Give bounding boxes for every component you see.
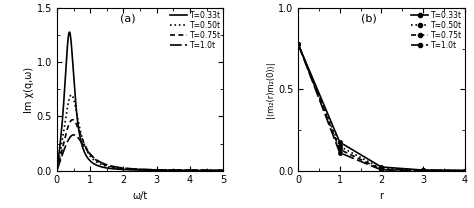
X-axis label: ω/t: ω/t: [132, 191, 148, 201]
Text: (a): (a): [120, 13, 136, 23]
Y-axis label: Im χ(q,ω): Im χ(q,ω): [24, 66, 34, 113]
Text: (b): (b): [361, 13, 377, 23]
Legend: T=0.33t, T=0.50t, T=0.75t, T=1.0t: T=0.33t, T=0.50t, T=0.75t, T=1.0t: [170, 11, 221, 50]
Legend: T=0.33t, T=0.50t, T=0.75t, T=1.0t: T=0.33t, T=0.50t, T=0.75t, T=1.0t: [411, 11, 462, 50]
Y-axis label: |⟨m₂(r)m₂(0)⟩|: |⟨m₂(r)m₂(0)⟩|: [266, 61, 275, 118]
X-axis label: r: r: [379, 191, 383, 201]
